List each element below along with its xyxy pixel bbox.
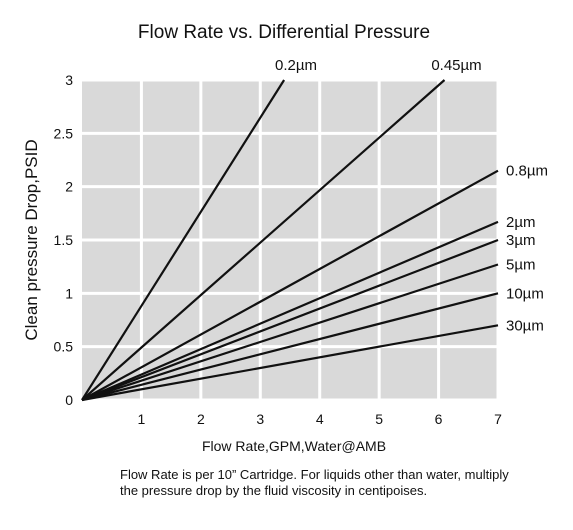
series-line-5µm: [81, 263, 499, 402]
series-lines: [81, 79, 499, 402]
series-line-30µm: [81, 324, 499, 402]
x-axis-label: Flow Rate,GPM,Water@AMB: [202, 438, 386, 454]
series-line-2µm: [81, 220, 499, 402]
x-tick-label: 4: [316, 411, 324, 427]
series-label-30µm: 30µm: [506, 317, 544, 334]
series-label-10µm: 10µm: [506, 285, 544, 302]
grid: [82, 78, 500, 402]
y-tick-label: 2: [65, 179, 73, 195]
y-axis-label: Clean pressure Drop,PSID: [22, 139, 41, 340]
y-tick-label: 3: [65, 72, 73, 88]
series-label-3µm: 3µm: [506, 232, 535, 249]
chart-title: Flow Rate vs. Differential Pressure: [138, 22, 430, 43]
x-tick-label: 7: [494, 411, 502, 427]
x-tick-label: 1: [138, 411, 146, 427]
y-tick-label: 1.5: [54, 232, 74, 248]
x-tick-label: 5: [375, 411, 383, 427]
series-label-2µm: 2µm: [506, 214, 535, 231]
series-line-0.2µm: [81, 79, 286, 401]
x-tick-label: 3: [256, 411, 264, 427]
x-tick-label: 6: [435, 411, 443, 427]
series-label-0.2µm: 0.2µm: [275, 57, 317, 74]
y-tick-label: 0: [65, 392, 73, 408]
x-tick-label: 2: [197, 411, 205, 427]
flow-rate-chart: Flow Rate vs. Differential Pressure 0.2µ…: [22, 22, 548, 454]
series-line-10µm: [81, 292, 499, 402]
series-line-0.8µm: [81, 169, 499, 401]
y-tick-label: 0.5: [54, 339, 74, 355]
footnote: Flow Rate is per 10” Cartridge. For liqu…: [120, 467, 509, 498]
y-tick-label: 1: [65, 285, 73, 301]
series-label-0.45µm: 0.45µm: [431, 57, 481, 74]
series-label-0.8µm: 0.8µm: [506, 163, 548, 180]
series-line-0.45µm: [81, 79, 446, 401]
y-axis-ticks: 0 0.5 1 1.5 2 2.5 3: [54, 72, 74, 408]
y-tick-label: 2.5: [54, 125, 74, 141]
series-label-5µm: 5µm: [506, 257, 535, 274]
x-axis-ticks: 1 2 3 4 5 6 7: [138, 411, 503, 427]
series-line-3µm: [81, 238, 499, 402]
